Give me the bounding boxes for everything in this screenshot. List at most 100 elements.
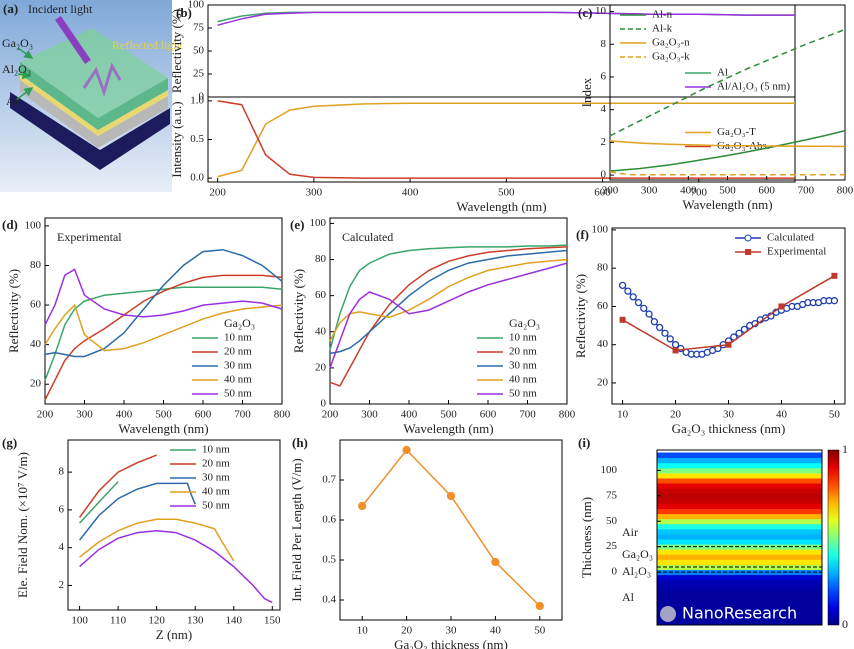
y-tick-label: 20 (30, 378, 42, 390)
x-tick-label: 600 (758, 185, 775, 197)
marker (725, 341, 732, 348)
x-tick-label: 500 (440, 409, 457, 421)
legend-label: 40 nm (224, 374, 252, 386)
incident-label: Incident light (28, 2, 93, 16)
heat-cell (657, 549, 822, 555)
layer-label: Al (6, 94, 19, 108)
legend-label: 30 nm (202, 472, 230, 484)
pointer (15, 87, 34, 101)
heat-cell (657, 472, 822, 479)
x-tick-label: 40 (490, 625, 502, 637)
y-tick-label: 100 (601, 464, 618, 476)
x-tick-label: 600 (195, 409, 212, 421)
colorbar (827, 449, 840, 626)
heat-cell (657, 564, 822, 571)
marker (830, 297, 839, 305)
heat-cell (657, 615, 822, 621)
marker (491, 557, 500, 567)
heat-cell (657, 523, 822, 530)
series-line (609, 171, 845, 176)
heat-cell (657, 457, 822, 464)
x-tick-label: 200 (322, 409, 339, 421)
x-tick-label: 700 (234, 409, 251, 421)
legend-marker (745, 249, 751, 255)
y-tick-label: 0 (321, 398, 327, 410)
incident-arrow (55, 16, 91, 64)
marker (650, 318, 659, 326)
y-tick-label: 60 (597, 300, 609, 312)
heat-cell (657, 528, 822, 535)
legend-title: Ga₂O₃ (224, 316, 255, 330)
x-tick-label: 600 (594, 187, 611, 199)
x-tick-label: 800 (559, 409, 576, 421)
y-tick-label: 0.5 (322, 554, 336, 566)
colorbar-tick-label: 1 (842, 442, 848, 456)
x-tick-label: 400 (680, 185, 697, 197)
x-tick-label: 400 (116, 409, 133, 421)
x-tick-label: 100 (71, 615, 88, 627)
legend-label: Ga₂O₃-k (652, 51, 690, 63)
x-tick-label: 800 (837, 185, 854, 197)
x-tick-label: 40 (776, 409, 788, 421)
y-tick-label: 0.0 (190, 172, 204, 184)
y-tick-label: 0 (612, 566, 618, 578)
legend-label: Calculated (767, 232, 815, 244)
panel-label: (e) (290, 217, 304, 232)
heat-cell (657, 513, 822, 520)
series-line (609, 28, 846, 137)
heat-cell (657, 483, 822, 489)
y-tick-label: 50 (606, 515, 618, 527)
series-line (329, 246, 568, 387)
legend-label: 10 nm (202, 444, 230, 456)
y-axis-label: Reflectivity (%) (291, 269, 306, 353)
watermark-text: NanoResearch (682, 604, 797, 623)
pointer (17, 47, 34, 59)
y-tick-label: 20 (597, 376, 609, 388)
x-tick-label: 140 (225, 615, 242, 627)
heat-cell (657, 574, 822, 581)
legend-label: 10 nm (224, 332, 252, 344)
marker (640, 304, 648, 312)
reflected-path (82, 62, 122, 97)
series-line (44, 274, 283, 401)
y-tick-label: 50 (193, 45, 205, 57)
y-tick-label: 40 (315, 325, 327, 337)
heat-cell (657, 559, 822, 565)
x-axis-label: Wavelength (nm) (403, 421, 493, 436)
x-tick-label: 110 (110, 615, 127, 627)
x-axis-label: Ga₂O₃ thickness (nm) (672, 421, 786, 436)
layer-label: Al (622, 590, 635, 604)
x-axis-label: Wavelength (nm) (682, 197, 772, 212)
plot-frame (339, 439, 563, 621)
marker (645, 310, 653, 318)
marker (358, 501, 367, 511)
x-tick-label: 700 (798, 185, 815, 197)
panel-label: (b) (176, 5, 192, 20)
al-layer (20, 80, 168, 148)
legend-label: Experimental (767, 246, 826, 258)
plot-frame (656, 449, 823, 626)
y-tick-label: 4 (601, 103, 607, 115)
heat-cell (657, 620, 822, 626)
y-axis-label: Index (579, 77, 594, 107)
legend-label: 20 nm (224, 346, 252, 358)
annotation: Experimental (57, 230, 122, 244)
x-tick-label: 300 (361, 409, 378, 421)
heat-cell (657, 584, 822, 591)
x-tick-label: 700 (691, 187, 708, 199)
legend-label: Al (717, 67, 728, 79)
y-tick-label: 60 (315, 289, 327, 301)
y-tick-label: 100 (25, 219, 42, 231)
marker (624, 287, 632, 295)
heat-cell (657, 518, 822, 525)
y-tick-label: 1.0 (190, 94, 204, 106)
plot-frame (67, 439, 281, 611)
y-tick-label: 0 (601, 169, 607, 181)
y-tick-label: 0.6 (322, 514, 336, 526)
x-tick-label: 200 (37, 409, 54, 421)
x-tick-label: 10 (617, 409, 629, 421)
y-tick-label: 10 (595, 5, 607, 17)
x-axis-label: Ga₂O₃ thickness (nm) (394, 637, 508, 649)
x-tick-label: 300 (306, 187, 323, 199)
y-tick-label: 0.4 (322, 594, 336, 606)
